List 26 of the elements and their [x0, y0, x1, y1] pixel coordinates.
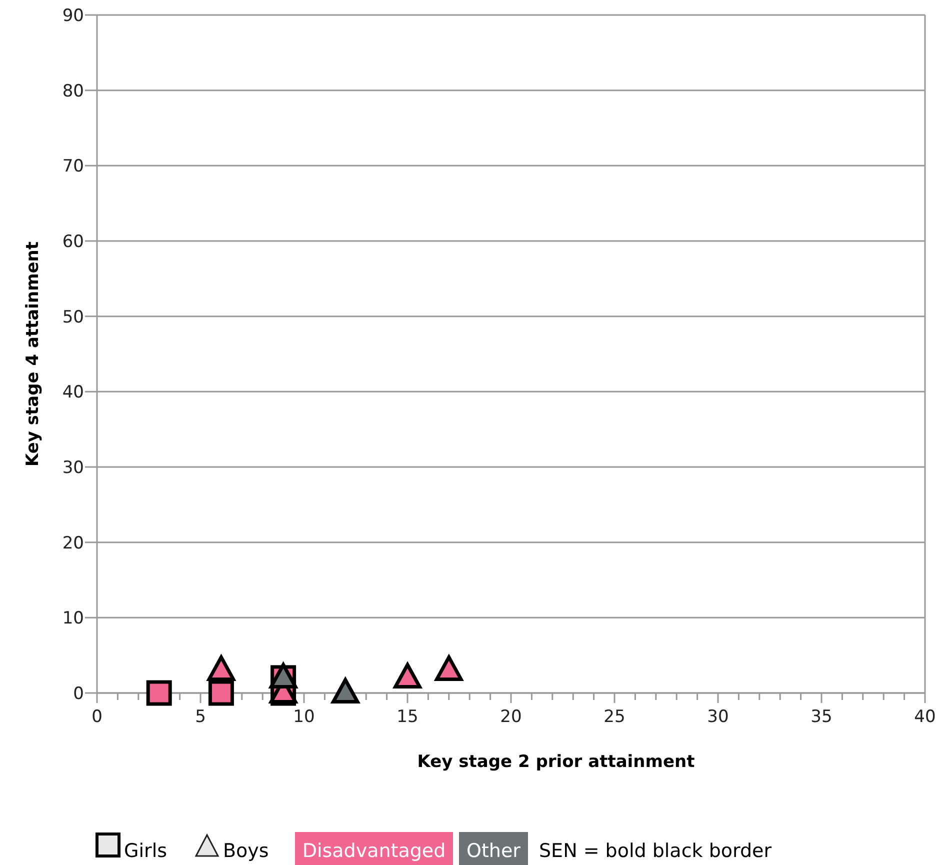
x-tick-label: 30: [707, 707, 729, 727]
y-tick-label: 10: [62, 608, 84, 629]
x-tick-label: 15: [396, 707, 418, 727]
text: SEN = bold black border: [539, 840, 772, 862]
x-tick-label: 25: [604, 707, 626, 727]
x-tick-label: 20: [500, 707, 522, 727]
x-tick-label: 10: [293, 707, 315, 727]
y-tick-label: 40: [62, 382, 84, 403]
text: Boys: [223, 840, 269, 862]
text: Girls: [124, 840, 167, 862]
x-tick-label: 35: [810, 707, 832, 727]
y-tick-label: 0: [73, 684, 84, 704]
text: Other: [466, 840, 521, 862]
x-tick-label: 0: [92, 707, 102, 727]
y-tick-label: 70: [62, 156, 84, 177]
text: Disadvantaged: [302, 840, 446, 862]
x-axis-title: Key stage 2 prior attainment: [417, 752, 695, 772]
y-tick-label: 20: [62, 533, 84, 554]
y-tick-label: 30: [62, 458, 84, 478]
x-tick-label: 5: [195, 707, 206, 727]
y-tick-label: 90: [62, 6, 84, 26]
y-tick-label: 60: [62, 232, 84, 252]
x-tick-label: 40: [914, 707, 936, 727]
y-tick-label: 80: [62, 81, 84, 102]
y-tick-label: 50: [62, 307, 84, 328]
y-axis-title: Key stage 4 attainment: [23, 241, 43, 467]
